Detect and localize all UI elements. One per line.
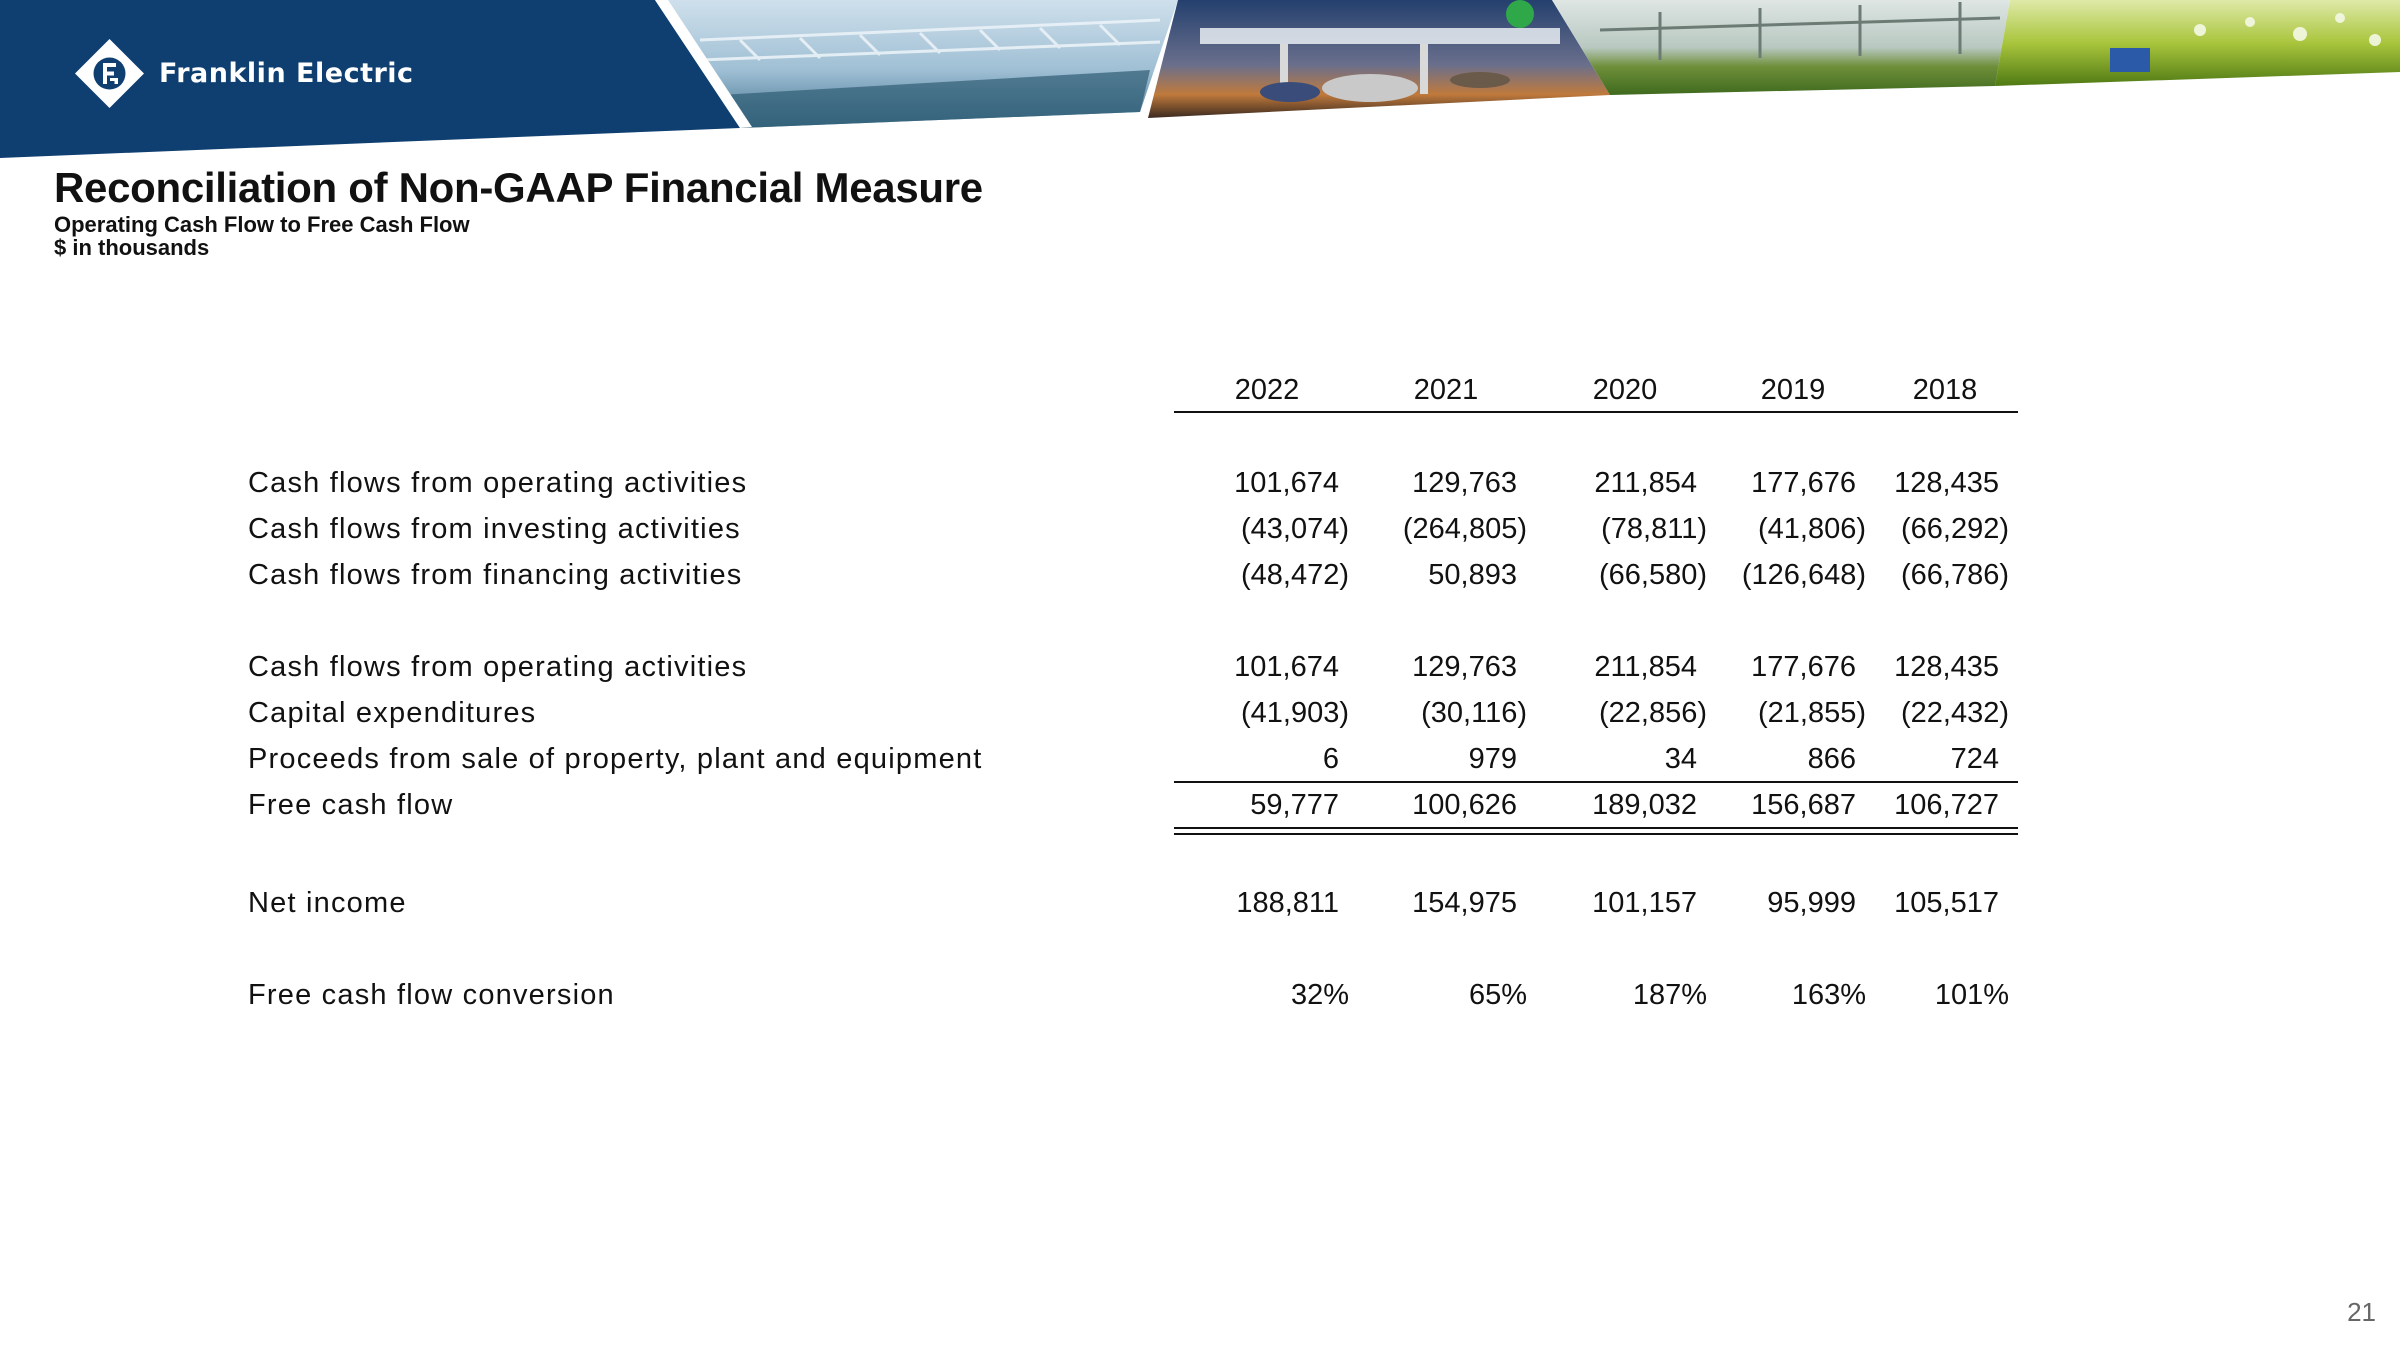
cell-value: (41,806) [1757, 513, 1866, 545]
cell-value: (66,786) [1900, 559, 2009, 591]
cell-value: (78,811) [1601, 513, 1707, 545]
cell-value: 6 [1322, 743, 1339, 775]
cell-value: (30,116) [1421, 697, 1527, 729]
column-header-year: 2018 [1912, 374, 1978, 406]
cell-value: 105,517 [1894, 887, 1999, 919]
cell-value: 129,763 [1412, 651, 1517, 683]
row-label-financing: Cash flows from financing activities [248, 559, 743, 591]
row-label-operating: Cash flows from operating activities [248, 467, 748, 499]
cell-value: (21,855) [1757, 697, 1866, 729]
subtotal-underline [1174, 781, 2018, 783]
cell-value: (66,292) [1900, 513, 2009, 545]
banner-photos [0, 0, 2400, 160]
column-header-year: 2021 [1413, 374, 1479, 406]
cell-value: 189,032 [1592, 789, 1697, 821]
cell-value: 128,435 [1894, 651, 1999, 683]
cell-value: 101,674 [1234, 651, 1339, 683]
cell-value: 211,854 [1594, 651, 1697, 683]
cell-value: 32% [1290, 979, 1349, 1011]
cell-value: 128,435 [1894, 467, 1999, 499]
cell-value: 129,763 [1412, 467, 1517, 499]
page-subtitle: Operating Cash Flow to Free Cash Flow $ … [54, 213, 470, 259]
company-name: Franklin Electric [159, 58, 414, 89]
page-title: Reconciliation of Non-GAAP Financial Mea… [54, 164, 983, 211]
cell-value: 50,893 [1428, 559, 1517, 591]
cell-value: (22,432) [1900, 697, 2009, 729]
cell-value: 65% [1468, 979, 1527, 1011]
cell-value: 59,777 [1250, 789, 1339, 821]
cell-value: 95,999 [1767, 887, 1856, 919]
cell-value: 106,727 [1894, 789, 1999, 821]
cell-value: (126,648) [1741, 559, 1866, 591]
cell-value: (41,903) [1240, 697, 1349, 729]
header-underline [1174, 411, 2018, 413]
cell-value: 177,676 [1751, 651, 1856, 683]
cell-value: 177,676 [1751, 467, 1856, 499]
company-logo[interactable]: Franklin Electric [72, 36, 414, 111]
row-label-net-income: Net income [248, 887, 407, 919]
cell-value: 154,975 [1412, 887, 1517, 919]
cell-value: 979 [1468, 743, 1517, 775]
franklin-diamond-logo-icon [72, 36, 147, 111]
cell-value: (48,472) [1240, 559, 1349, 591]
row-label-investing: Cash flows from investing activities [248, 513, 741, 545]
cell-value: (22,856) [1598, 697, 1707, 729]
cell-value: 211,854 [1594, 467, 1697, 499]
column-header-year: 2022 [1234, 374, 1300, 406]
cell-value: 156,687 [1751, 789, 1856, 821]
column-header-year: 2019 [1760, 374, 1826, 406]
cell-value: 101,157 [1592, 887, 1697, 919]
column-header-year: 2020 [1592, 374, 1658, 406]
page-number: 21 [2347, 1297, 2376, 1327]
cell-value: 100,626 [1412, 789, 1517, 821]
row-label-fcf-conversion: Free cash flow conversion [248, 979, 615, 1011]
row-label-free-cash-flow: Free cash flow [248, 789, 454, 821]
cell-value: 163% [1791, 979, 1866, 1011]
subtitle-units: $ in thousands [54, 235, 210, 260]
row-label-ppe-proceeds: Proceeds from sale of property, plant an… [248, 743, 983, 775]
total-double-underline [1174, 833, 2018, 835]
row-label-operating: Cash flows from operating activities [248, 651, 748, 683]
cell-value: 724 [1950, 743, 1999, 775]
cell-value: 101,674 [1234, 467, 1339, 499]
row-label-capex: Capital expenditures [248, 697, 537, 729]
header-banner: Franklin Electric [0, 0, 2400, 160]
cell-value: 866 [1807, 743, 1856, 775]
cell-value: (264,805) [1402, 513, 1527, 545]
cell-value: 187% [1632, 979, 1707, 1011]
cell-value: 188,811 [1236, 887, 1339, 919]
cell-value: 101% [1934, 979, 2009, 1011]
subtitle-measure: Operating Cash Flow to Free Cash Flow [54, 212, 470, 237]
cell-value: 34 [1664, 743, 1697, 775]
cell-value: (66,580) [1598, 559, 1707, 591]
cell-value: (43,074) [1240, 513, 1349, 545]
total-double-underline [1174, 827, 2018, 829]
